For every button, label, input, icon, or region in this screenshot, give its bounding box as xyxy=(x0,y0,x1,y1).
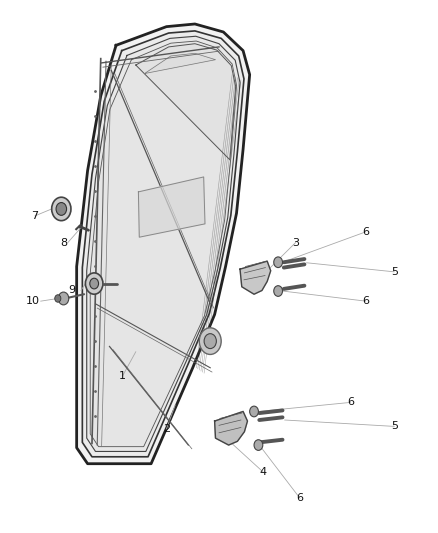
Text: 8: 8 xyxy=(60,238,67,247)
Text: 3: 3 xyxy=(292,238,299,247)
Polygon shape xyxy=(138,177,205,237)
Polygon shape xyxy=(215,411,247,445)
Text: 6: 6 xyxy=(362,227,369,237)
Circle shape xyxy=(199,328,221,354)
Circle shape xyxy=(55,295,61,302)
Text: 6: 6 xyxy=(362,296,369,306)
Polygon shape xyxy=(77,24,250,464)
Polygon shape xyxy=(136,44,236,160)
Text: 9: 9 xyxy=(69,286,76,295)
Circle shape xyxy=(56,203,67,215)
Text: 2: 2 xyxy=(163,424,170,434)
Circle shape xyxy=(254,440,263,450)
Polygon shape xyxy=(90,41,237,447)
Text: 5: 5 xyxy=(391,422,398,431)
Text: 1: 1 xyxy=(119,371,126,381)
Circle shape xyxy=(204,334,216,349)
Polygon shape xyxy=(145,53,215,74)
Text: 10: 10 xyxy=(26,296,40,306)
Text: 4: 4 xyxy=(259,467,266,477)
Circle shape xyxy=(250,406,258,417)
Polygon shape xyxy=(82,31,244,457)
Circle shape xyxy=(58,292,69,305)
Polygon shape xyxy=(240,261,271,294)
Text: 6: 6 xyxy=(297,494,304,503)
Circle shape xyxy=(274,257,283,268)
Text: 7: 7 xyxy=(32,211,39,221)
Text: 5: 5 xyxy=(391,267,398,277)
Circle shape xyxy=(52,197,71,221)
Polygon shape xyxy=(87,36,240,451)
Circle shape xyxy=(85,273,103,294)
Circle shape xyxy=(90,278,99,289)
Text: 6: 6 xyxy=(347,398,354,407)
Circle shape xyxy=(274,286,283,296)
